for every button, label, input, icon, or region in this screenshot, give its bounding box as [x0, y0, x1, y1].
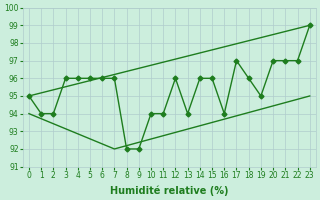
X-axis label: Humidité relative (%): Humidité relative (%)	[110, 185, 228, 196]
